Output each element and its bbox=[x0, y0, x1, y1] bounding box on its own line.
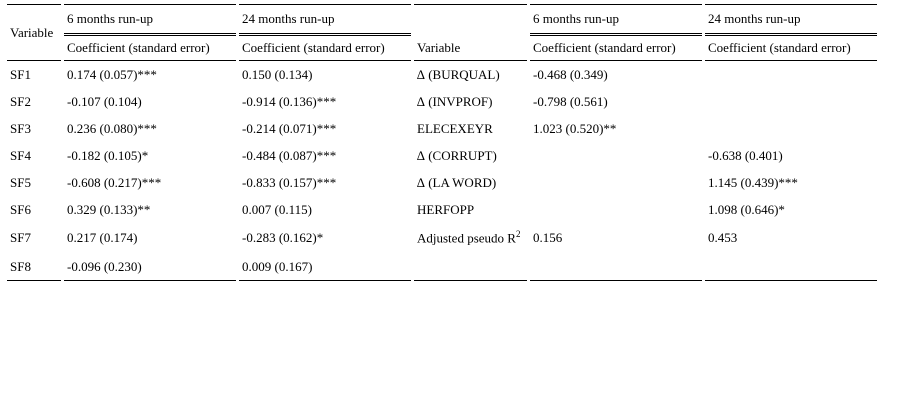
right-coef-6m: 0.156 bbox=[533, 230, 563, 245]
table-row: SF4 -0.182 (0.105)* -0.484 (0.087)*** ∆ … bbox=[7, 142, 877, 169]
right-coef-6m: -0.468 (0.349) bbox=[533, 66, 608, 82]
right-coef-6m bbox=[530, 142, 702, 169]
header-blank-right bbox=[414, 4, 527, 36]
left-variable: SF4 bbox=[10, 147, 31, 163]
right-coef-24m: -0.638 (0.401) bbox=[708, 147, 783, 163]
pseudo-r-label: Adjusted pseudo R bbox=[417, 230, 516, 246]
header-24-months-right: 24 months run-up bbox=[705, 4, 877, 36]
right-variable: ∆ (LA WORD) bbox=[417, 174, 497, 190]
left-coef-24m: 0.150 (0.134) bbox=[242, 66, 313, 82]
left-coef-24m: -0.833 (0.157)*** bbox=[242, 174, 337, 190]
left-variable: SF7 bbox=[10, 230, 31, 245]
right-coef-24m: 0.453 bbox=[708, 230, 738, 245]
header-6-months-right: 6 months run-up bbox=[530, 4, 702, 36]
right-coef-24m bbox=[705, 88, 877, 115]
table-row: SF8 -0.096 (0.230) 0.009 (0.167) bbox=[7, 253, 877, 281]
pseudo-r-superscript: 2 bbox=[515, 229, 521, 240]
left-coef-6m: 0.329 (0.133)** bbox=[67, 201, 151, 217]
right-coef-6m: -0.798 (0.561) bbox=[533, 93, 608, 109]
left-coef-6m: -0.608 (0.217)*** bbox=[67, 174, 162, 190]
table-row: SF3 0.236 (0.080)*** -0.214 (0.071)*** E… bbox=[7, 115, 877, 142]
left-variable: SF5 bbox=[10, 174, 31, 190]
right-coef-6m: 1.023 (0.520)** bbox=[533, 120, 617, 136]
left-variable: SF2 bbox=[10, 93, 31, 109]
left-coef-6m: 0.174 (0.057)*** bbox=[67, 66, 157, 82]
header-24-months-left: 24 months run-up bbox=[239, 4, 411, 36]
left-coef-6m: 0.217 (0.174) bbox=[67, 230, 138, 245]
left-coef-24m: -0.914 (0.136)*** bbox=[242, 93, 337, 109]
left-coef-24m: 0.009 (0.167) bbox=[239, 253, 411, 281]
regression-table: Variable 6 months run-up 24 months run-u… bbox=[4, 4, 880, 281]
left-coef-24m: 0.007 (0.115) bbox=[242, 201, 312, 217]
right-variable: Adjusted pseudo R2 bbox=[414, 223, 527, 253]
left-coef-24m: -0.484 (0.087)*** bbox=[242, 147, 337, 163]
header-variable-left: Variable bbox=[7, 4, 61, 61]
left-coef-6m: 0.236 (0.080)*** bbox=[67, 120, 157, 136]
right-variable bbox=[414, 253, 527, 281]
left-coef-6m: -0.182 (0.105)* bbox=[67, 147, 149, 163]
right-coef-24m: 1.145 (0.439)*** bbox=[708, 174, 798, 190]
right-variable: ∆ (BURQUAL) bbox=[417, 66, 500, 82]
left-variable: SF8 bbox=[7, 253, 61, 281]
table-row: SF2 -0.107 (0.104) -0.914 (0.136)*** ∆ (… bbox=[7, 88, 877, 115]
header-coef-6-left: Coefficient (standard error) bbox=[64, 36, 236, 61]
header-6-months-left: 6 months run-up bbox=[64, 4, 236, 36]
left-variable: SF3 bbox=[10, 120, 31, 136]
table-row: SF6 0.329 (0.133)** 0.007 (0.115) HERFOP… bbox=[7, 196, 877, 223]
header-variable-right: Variable bbox=[414, 36, 527, 61]
right-coef-6m bbox=[530, 196, 702, 223]
right-coef-6m bbox=[530, 253, 702, 281]
left-coef-6m: -0.096 (0.230) bbox=[64, 253, 236, 281]
header-coef-24-left: Coefficient (standard error) bbox=[239, 36, 411, 61]
table-row: SF7 0.217 (0.174) -0.283 (0.162)* Adjust… bbox=[7, 223, 877, 253]
right-coef-24m: 1.098 (0.646)* bbox=[708, 201, 785, 217]
table-row: SF5 -0.608 (0.217)*** -0.833 (0.157)*** … bbox=[7, 169, 877, 196]
right-variable: ELECEXEYR bbox=[417, 120, 493, 136]
right-variable: HERFOPP bbox=[417, 201, 475, 217]
left-coef-6m: -0.107 (0.104) bbox=[67, 93, 142, 109]
header-coef-6-right: Coefficient (standard error) bbox=[530, 36, 702, 61]
table-row: SF1 0.174 (0.057)*** 0.150 (0.134) ∆ (BU… bbox=[7, 61, 877, 88]
right-variable: ∆ (INVPROF) bbox=[417, 93, 493, 109]
right-coef-24m bbox=[705, 253, 877, 281]
right-coef-24m bbox=[705, 115, 877, 142]
left-variable: SF1 bbox=[10, 66, 31, 82]
right-variable: ∆ (CORRUPT) bbox=[417, 147, 497, 163]
header-coef-24-right: Coefficient (standard error) bbox=[705, 36, 877, 61]
left-variable: SF6 bbox=[10, 201, 31, 217]
left-coef-24m: -0.283 (0.162)* bbox=[242, 230, 324, 245]
right-coef-6m bbox=[530, 169, 702, 196]
right-coef-24m bbox=[705, 61, 877, 88]
left-coef-24m: -0.214 (0.071)*** bbox=[242, 120, 337, 136]
